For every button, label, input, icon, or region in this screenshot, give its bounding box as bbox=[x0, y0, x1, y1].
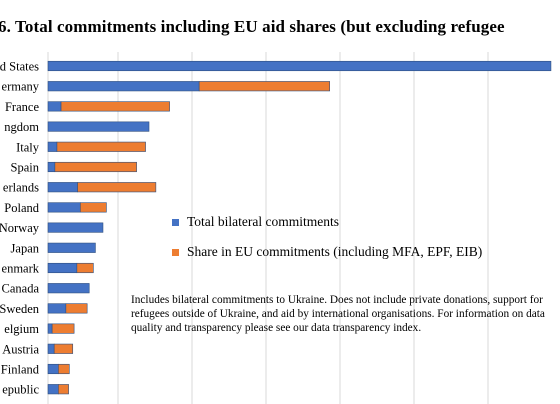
legend-item-eu-share: Share in EU commitments (including MFA, … bbox=[172, 237, 482, 267]
legend: Total bilateral commitments Share in EU … bbox=[172, 207, 482, 267]
category-label-enmark: enmark bbox=[2, 262, 40, 276]
bar-elgium-bilateral bbox=[47, 323, 53, 334]
bar-italy-eu-share bbox=[56, 141, 146, 152]
category-label-canada: Canada bbox=[2, 282, 40, 296]
bar-austria-bilateral bbox=[47, 343, 55, 354]
category-label-elgium: elgium bbox=[4, 322, 39, 336]
bar-erlands-bilateral bbox=[47, 182, 78, 193]
chart-note: Includes bilateral commitments to Ukrain… bbox=[131, 294, 545, 335]
legend-swatch-eu-share bbox=[172, 248, 179, 256]
bar-sweden-bilateral bbox=[47, 303, 67, 314]
bar-finland-bilateral bbox=[47, 363, 59, 375]
bar-austria-eu-share bbox=[53, 343, 74, 354]
bar-poland-bilateral bbox=[47, 202, 81, 213]
bar-ermany-eu-share bbox=[198, 81, 331, 92]
legend-swatch-bilateral bbox=[172, 218, 179, 226]
legend-label-bilateral: Total bilateral commitments bbox=[187, 214, 340, 229]
category-label-italy: Italy bbox=[16, 140, 40, 154]
bar-ngdom-bilateral bbox=[47, 121, 150, 132]
category-label-japan: Japan bbox=[11, 241, 40, 255]
legend-label-eu-share: Share in EU commitments (including MFA, … bbox=[187, 244, 483, 259]
category-label-finland: Finland bbox=[1, 363, 40, 377]
bar-france-eu-share bbox=[60, 101, 170, 112]
bar-enmark-bilateral bbox=[47, 262, 78, 274]
bar-spain-bilateral bbox=[47, 161, 56, 173]
bar-enmark-eu-share bbox=[76, 262, 94, 274]
bar-norway-bilateral bbox=[47, 222, 104, 233]
bar-ermany-bilateral bbox=[47, 81, 200, 92]
bar-poland-eu-share bbox=[79, 202, 107, 213]
bar-erlands-eu-share bbox=[77, 182, 157, 193]
bar-japan-bilateral bbox=[47, 242, 96, 253]
category-label-epublic: epublic bbox=[2, 383, 39, 397]
category-label-france: France bbox=[5, 100, 39, 114]
category-label-poland: Poland bbox=[4, 201, 39, 215]
bar-france-bilateral bbox=[47, 101, 62, 112]
bar-spain-eu-share bbox=[54, 161, 137, 173]
bar-canada-bilateral bbox=[47, 283, 90, 294]
chart-title: 6. Total commitments including EU aid sh… bbox=[0, 17, 505, 36]
bar-sweden-eu-share bbox=[65, 303, 88, 314]
bar-epublic-bilateral bbox=[47, 384, 59, 395]
category-label-austria: Austria bbox=[2, 342, 39, 356]
legend-item-bilateral: Total bilateral commitments bbox=[172, 207, 482, 237]
category-label-sweden: Sweden bbox=[0, 302, 40, 316]
bar-italy-bilateral bbox=[47, 141, 58, 152]
bar-epublic-eu-share bbox=[58, 384, 69, 395]
bar-d-states-bilateral bbox=[47, 60, 552, 72]
category-label-erlands: erlands bbox=[3, 181, 39, 195]
category-label-d-states: d States bbox=[0, 60, 39, 74]
category-label-norway: Norway bbox=[0, 221, 40, 235]
category-label-ngdom: ngdom bbox=[4, 120, 39, 134]
bar-elgium-eu-share bbox=[51, 323, 75, 334]
category-label-spain: Spain bbox=[11, 161, 40, 175]
bar-finland-eu-share bbox=[58, 363, 70, 375]
category-label-ermany: ermany bbox=[2, 80, 40, 94]
